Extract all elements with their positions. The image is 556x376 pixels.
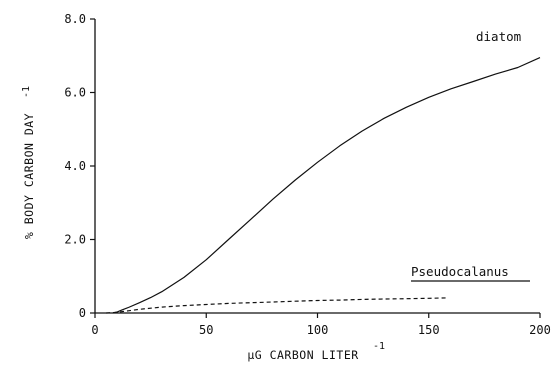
series-label-diatom: diatom	[476, 29, 521, 44]
series	[106, 57, 541, 314]
x-ticks: 0 50 100 150 200	[91, 313, 551, 337]
x-tick-label: 150	[418, 323, 440, 337]
y-tick-label: 2.0	[64, 233, 86, 247]
series-line-diatom	[112, 57, 541, 314]
y-tick-label: 0	[79, 306, 86, 320]
x-axis-title-exponent: -1	[373, 341, 385, 352]
x-tick-label: 50	[199, 323, 213, 337]
y-tick-label: 8.0	[64, 12, 86, 26]
x-tick-label: 0	[91, 323, 98, 337]
x-axis-title: µG CARBON LITER	[247, 348, 358, 362]
y-tick-label: 4.0	[64, 159, 86, 173]
x-tick-label: 200	[529, 323, 551, 337]
y-tick-label: 6.0	[64, 86, 86, 100]
y-axis-title: % BODY CARBON DAY	[22, 113, 36, 239]
series-line-pseudocalanus	[106, 297, 447, 314]
y-axis-title-exponent: -1	[21, 86, 32, 98]
y-ticks: 0 2.0 4.0 6.0 8.0	[64, 12, 95, 320]
series-label-pseudocalanus: Pseudocalanus	[411, 264, 509, 279]
x-tick-label: 100	[307, 323, 329, 337]
